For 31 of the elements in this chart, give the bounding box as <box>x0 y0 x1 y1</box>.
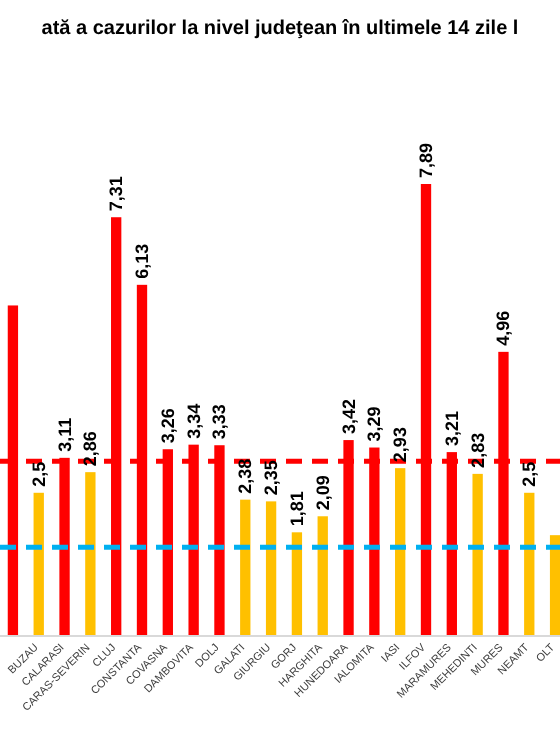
bar <box>395 468 406 636</box>
bar <box>265 501 277 636</box>
bar <box>291 532 303 636</box>
chart-title: ată a cazurilor la nivel judeţean în ultimele 14 zile l <box>41 18 519 40</box>
data-label: 3,42 <box>338 399 359 435</box>
data-label: 2,5 <box>28 461 49 487</box>
data-label: 2,83 <box>467 432 488 468</box>
data-label: 3,26 <box>157 408 178 444</box>
data-label: 3,11 <box>54 417 75 452</box>
bar <box>240 499 251 636</box>
data-label: 3,33 <box>209 404 230 440</box>
bar <box>85 472 96 636</box>
data-label: 4,96 <box>493 310 514 346</box>
data-label: 3,21 <box>441 411 462 447</box>
bar <box>317 516 328 636</box>
bar <box>549 535 560 636</box>
data-label: 3,29 <box>364 406 385 442</box>
data-label: 2,09 <box>312 475 333 511</box>
bar <box>33 492 44 636</box>
data-label: 2,38 <box>235 458 256 494</box>
data-label: 1,81 <box>286 491 307 527</box>
data-label: 2,93 <box>390 427 411 463</box>
data-label: 7,89 <box>416 142 436 178</box>
data-label: 6,13 <box>132 243 152 279</box>
data-label: 3,34 <box>183 403 204 439</box>
data-label: 2,35 <box>261 460 282 496</box>
data-label: 2,5 <box>519 461 540 487</box>
bar <box>472 473 483 636</box>
data-label: 2,86 <box>80 431 101 467</box>
bar <box>524 492 535 636</box>
data-label: 7,31 <box>106 176 127 212</box>
